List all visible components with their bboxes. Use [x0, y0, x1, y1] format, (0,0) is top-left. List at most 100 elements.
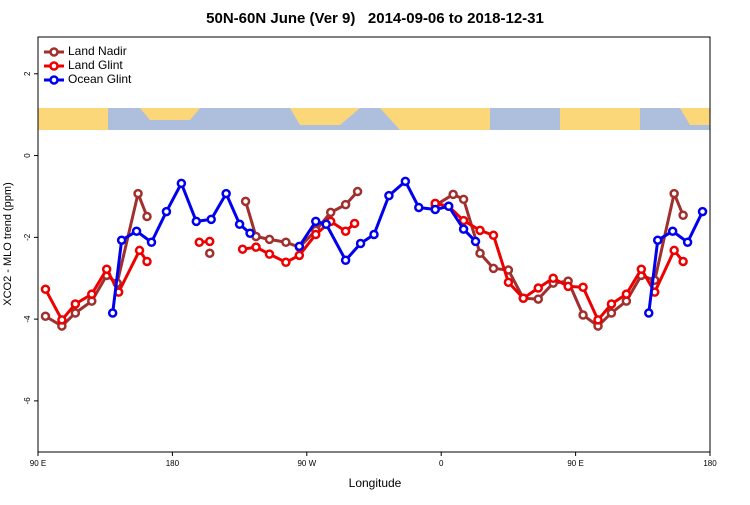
data-point — [294, 241, 305, 252]
data-point — [475, 225, 485, 236]
data-point — [533, 283, 544, 293]
data-point — [176, 178, 187, 189]
data-point — [325, 207, 336, 218]
data-point — [204, 248, 215, 259]
data-point — [234, 219, 245, 230]
data-point — [652, 235, 663, 245]
x-tick-label: 90 W — [297, 459, 316, 468]
data-point — [563, 281, 573, 292]
y-tick-label: -2 — [23, 233, 32, 241]
x-axis-label: Longitude — [349, 476, 402, 490]
data-point — [264, 249, 275, 259]
data-point — [548, 273, 558, 283]
data-point — [204, 236, 215, 247]
data-point — [133, 188, 143, 199]
y-axis-label: XCO2 - MLO trend (ppm) — [2, 182, 14, 305]
data-point — [221, 188, 231, 199]
data-point — [458, 194, 469, 205]
data-point — [191, 216, 202, 227]
data-point — [281, 237, 291, 248]
data-point — [488, 263, 499, 274]
data-point — [311, 229, 321, 240]
data-point — [352, 186, 363, 197]
data-point — [503, 277, 514, 288]
y-tick-label: -4 — [23, 315, 32, 323]
data-point — [606, 308, 617, 318]
x-tick-label: 0 — [439, 459, 444, 468]
data-point — [206, 214, 216, 225]
chart-title: 50N-60N June (Ver 9) 2014-09-06 to 2018-… — [206, 10, 544, 27]
data-point — [40, 284, 51, 295]
data-point — [340, 255, 351, 265]
data-point — [146, 237, 157, 248]
y-tick-label: 0 — [23, 153, 32, 158]
data-point — [697, 206, 708, 217]
data-point — [458, 224, 469, 234]
data-point — [458, 215, 469, 226]
data-point — [101, 264, 112, 274]
data-point — [251, 242, 261, 252]
data-point — [340, 226, 351, 236]
x-tick-label: 90 E — [30, 459, 46, 468]
data-point — [470, 236, 481, 247]
x-tick-label: 90 E — [567, 459, 583, 468]
data-point — [669, 245, 679, 256]
data-point — [355, 238, 366, 249]
data-point — [70, 299, 81, 309]
data-point — [57, 315, 67, 325]
data-point — [161, 206, 172, 217]
series-line — [111, 179, 704, 314]
data-point — [349, 218, 360, 229]
legend-marker — [49, 47, 59, 57]
data-point — [667, 226, 678, 236]
data-point — [682, 237, 693, 248]
data-point — [142, 256, 152, 267]
data-point — [518, 293, 529, 304]
series-line — [44, 190, 685, 328]
data-point — [281, 257, 291, 268]
data-point — [237, 244, 248, 254]
data-point — [142, 211, 152, 222]
data-point — [475, 248, 485, 259]
data-point — [400, 176, 411, 187]
data-point — [678, 210, 688, 221]
data-point — [636, 264, 647, 274]
legend-label: Land Glint — [68, 58, 123, 72]
data-point — [240, 196, 251, 207]
map-strip — [38, 108, 710, 130]
data-point — [245, 228, 255, 239]
data-point — [578, 282, 588, 292]
data-point — [116, 235, 127, 245]
data-point — [134, 245, 145, 256]
data-point — [621, 289, 632, 299]
data-point — [430, 204, 440, 215]
data-point — [264, 234, 275, 245]
data-point — [414, 202, 424, 213]
data-point — [311, 216, 321, 227]
y-tick-label: -6 — [23, 397, 32, 405]
data-point — [448, 189, 458, 200]
data-point — [107, 308, 118, 318]
series-line — [44, 201, 685, 322]
plot-frame — [37, 36, 711, 453]
data-point — [606, 299, 617, 309]
data-point — [443, 201, 454, 212]
data-point — [131, 226, 142, 236]
x-tick-label: 180 — [166, 459, 180, 468]
legend-marker — [49, 61, 59, 71]
data-point — [578, 310, 588, 320]
data-point — [384, 190, 394, 201]
legend-label: Ocean Glint — [68, 72, 132, 86]
data-point — [488, 230, 499, 241]
data-point — [669, 188, 679, 199]
data-point — [294, 250, 305, 261]
data-point — [644, 308, 654, 318]
data-point — [321, 219, 331, 230]
data-point — [40, 311, 51, 322]
data-point — [87, 289, 97, 299]
legend-label: Land Nadir — [68, 44, 127, 58]
data-point — [369, 229, 379, 240]
data-point — [593, 315, 603, 325]
data-point — [678, 256, 688, 267]
